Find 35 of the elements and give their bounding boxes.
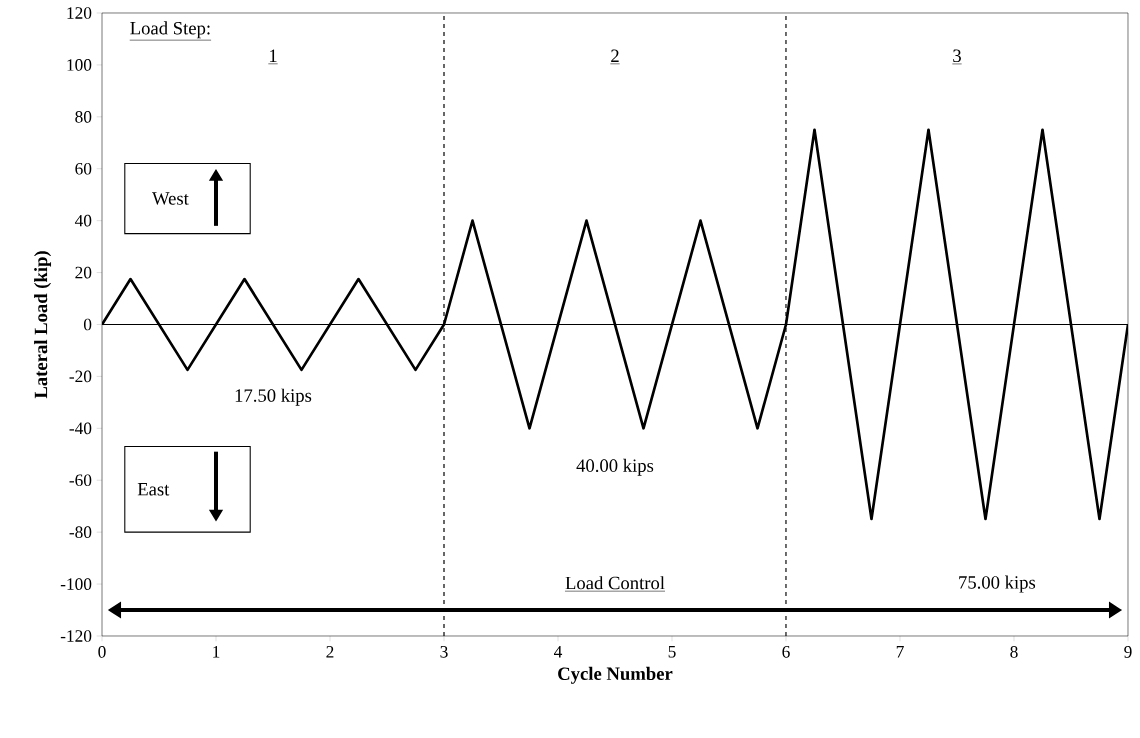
y-tick-label: 80 [75, 110, 92, 123]
y-tick-label: -60 [69, 474, 92, 487]
y-tick-label: -100 [60, 578, 92, 590]
x-tick-label: 2 [326, 646, 334, 658]
y-tick-label: 120 [67, 7, 92, 19]
y-tick-label: -40 [69, 422, 92, 435]
y-tick-label: 60 [75, 162, 92, 175]
annotation: East [137, 483, 170, 496]
annotation: West [152, 192, 189, 205]
x-tick-label: 7 [896, 646, 904, 658]
y-tick-label: -20 [69, 370, 92, 383]
y-tick-label: 0 [83, 318, 92, 331]
x-tick-label: 9 [1124, 646, 1132, 658]
annotation: Load Step: [130, 21, 210, 39]
y-axis-title: Lateral Load (kip) [34, 251, 52, 399]
annotation: 40.00 kips [576, 458, 654, 476]
annotation: 75.00 kips [959, 575, 1036, 593]
y-tick-label: 20 [75, 266, 92, 279]
x-tick-label: 5 [668, 646, 676, 658]
annotation: Load Control [565, 576, 665, 590]
annotation: 2 [611, 49, 619, 62]
y-tick-label: -80 [69, 526, 92, 538]
x-tick-label: 3 [440, 646, 448, 658]
y-tick-label: 100 [67, 59, 92, 71]
annotation: 17.50 kips [235, 388, 312, 406]
annotation: 1 [269, 49, 277, 62]
x-tick-label: 8 [1010, 646, 1018, 658]
annotation: 3 [953, 49, 961, 63]
y-tick-label: 40 [74, 214, 92, 227]
x-tick-label: 4 [554, 646, 563, 658]
x-tick-label: 6 [782, 646, 790, 658]
y-tick-label: -120 [60, 630, 92, 642]
x-tick-label: 1 [213, 646, 220, 658]
x-axis-title: Cycle Number [558, 666, 673, 684]
x-tick-label: 0 [98, 646, 106, 658]
